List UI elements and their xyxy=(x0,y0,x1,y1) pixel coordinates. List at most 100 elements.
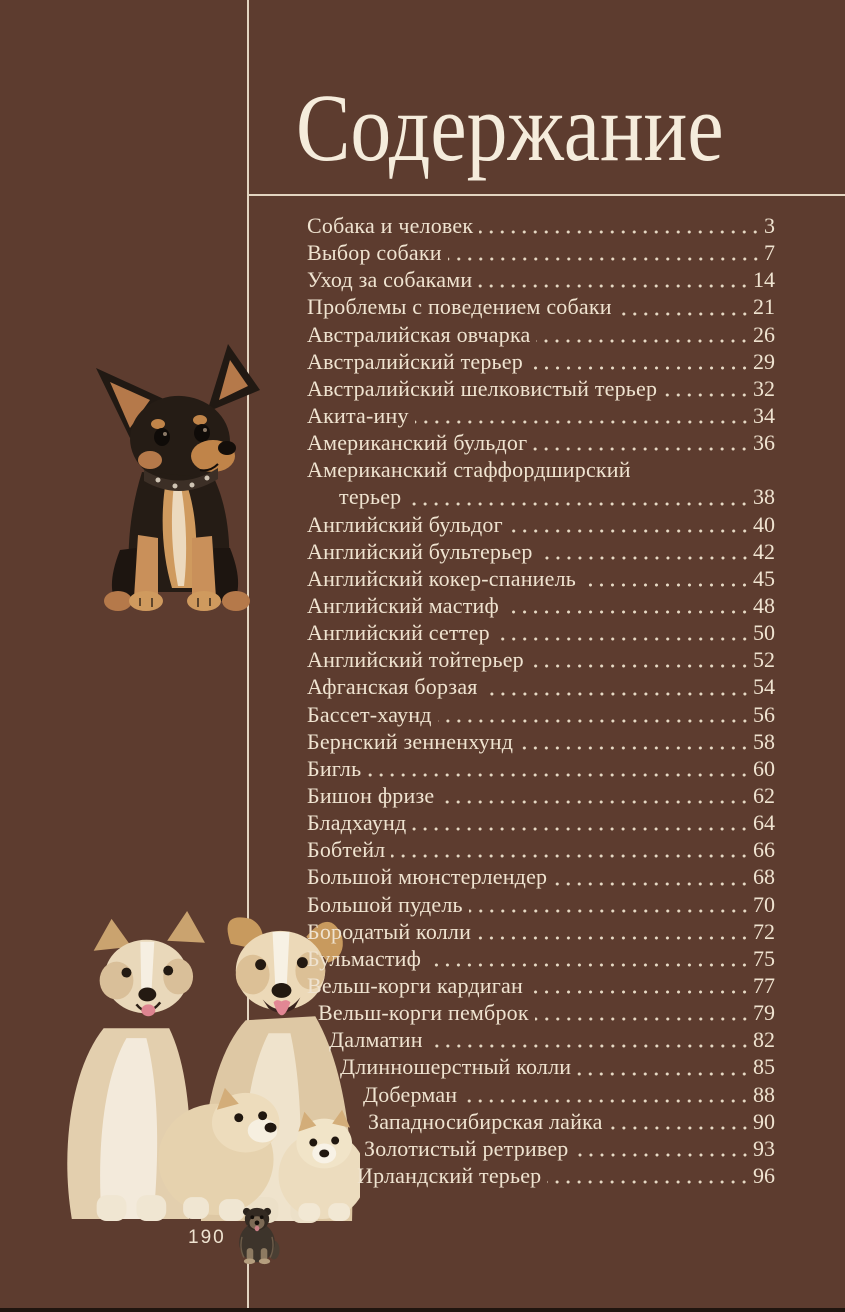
dot-leader-icon xyxy=(577,1071,750,1076)
dot-leader-icon xyxy=(367,772,750,777)
toc-entry-label: Длинношерстный колли xyxy=(340,1054,572,1080)
toc-entry-page: 96 xyxy=(753,1162,775,1188)
toc-entry-page: 3 xyxy=(764,213,775,238)
horizontal-rule xyxy=(247,194,845,196)
toc-entry-page: 32 xyxy=(753,375,775,401)
toc-entry-label: Бульмастиф xyxy=(307,945,422,971)
dot-leader-icon xyxy=(529,664,750,669)
toc-entry-label: Собака и человек xyxy=(307,213,474,238)
toc-entry-label: Английский мастиф xyxy=(307,592,499,618)
dot-leader-icon xyxy=(534,1017,750,1022)
toc-entry-label: Австралийский шелковистый терьер xyxy=(307,375,658,401)
toc-entry-label: Проблемы с поведением собаки xyxy=(307,294,612,320)
toc-entry-label: Английский тойтерьер xyxy=(307,647,524,673)
toc-entry-page: 38 xyxy=(753,484,775,510)
toc-entry-label: Далматин xyxy=(329,1027,423,1053)
toc-entry-label: Доберман xyxy=(363,1081,458,1107)
toc-entry-page: 45 xyxy=(753,565,775,591)
toc-entry: Далматин 82 xyxy=(307,1026,775,1053)
toc-entry: Австралийский терьер 29 xyxy=(307,348,775,375)
toc-entry-page: 82 xyxy=(753,1027,775,1053)
dot-leader-icon xyxy=(477,935,750,940)
toc-entry-label: Акита-ину xyxy=(307,402,409,428)
toc-entry: Бульмастиф 75 xyxy=(307,945,775,972)
dog-family-photo-icon xyxy=(67,910,360,1223)
toc-entry-label: Большой мюнстерлендер xyxy=(307,864,548,890)
toc-entry-page: 85 xyxy=(753,1054,775,1080)
toc-entry-label: Английский бультерьер xyxy=(307,538,533,564)
toc-entry-label: Английский бульдог xyxy=(307,511,503,537)
dot-leader-icon xyxy=(427,962,750,967)
toc-entry-label: Английский сеттер xyxy=(307,620,490,646)
toc-entry-label: терьер xyxy=(339,484,402,510)
toc-entry-page: 79 xyxy=(753,1000,775,1026)
toc-entry-label: Большой пудель xyxy=(307,891,463,917)
dot-leader-icon xyxy=(440,800,750,805)
toc-entry-page: 75 xyxy=(753,945,775,971)
toc-entry-page: 56 xyxy=(753,701,775,727)
toc-entry-page: 64 xyxy=(753,810,775,836)
dot-leader-icon xyxy=(536,338,750,343)
toc-entry: Собака и человек 3 xyxy=(307,212,775,239)
toc-entry-label: Бигль xyxy=(307,755,362,781)
toc-entry-page: 54 xyxy=(753,674,775,700)
toc-entry-page: 66 xyxy=(753,837,775,863)
dot-leader-icon xyxy=(508,528,750,533)
toc-entry: Австралийский шелковистый терьер 32 xyxy=(307,375,775,402)
toc-entry: Проблемы с поведением собаки 21 xyxy=(307,293,775,320)
toc-entry: Американский стаффордширский xyxy=(307,456,775,483)
toc-entry-page: 70 xyxy=(753,891,775,917)
toc-entry: Бишон фризе 62 xyxy=(307,782,775,809)
dot-leader-icon xyxy=(547,1180,750,1185)
toc-entry-page: 58 xyxy=(753,728,775,754)
page-number: 190 xyxy=(188,1227,226,1248)
small-dog-photo-icon xyxy=(239,1207,280,1265)
toc-entry-label: Австралийская овчарка xyxy=(307,321,531,347)
dot-leader-icon xyxy=(538,555,750,560)
toc-entry-page: 40 xyxy=(753,511,775,537)
toc-entry: Английский сеттер 50 xyxy=(307,619,775,646)
toc-entry-label: Американский бульдог xyxy=(307,430,528,456)
dot-leader-icon xyxy=(478,284,750,289)
table-of-contents: Собака и человек 3 Выбор собаки 7 Уход з… xyxy=(307,212,775,1189)
dot-leader-icon xyxy=(663,392,750,397)
dot-leader-icon xyxy=(528,990,750,995)
toc-entry-page: 68 xyxy=(753,864,775,890)
toc-entry-label: Вельш-корги пемброк xyxy=(318,1000,529,1026)
toc-entry-page: 48 xyxy=(753,592,775,618)
toc-entry: Английский бульдог 40 xyxy=(307,511,775,538)
dot-leader-icon xyxy=(574,1152,750,1157)
dot-leader-icon xyxy=(608,1125,750,1130)
dot-leader-icon xyxy=(479,230,761,235)
vertical-rule xyxy=(247,0,249,1308)
dot-leader-icon xyxy=(414,420,750,425)
toc-entry-label: Вельш-корги кардиган xyxy=(307,972,523,998)
dot-leader-icon xyxy=(391,854,750,859)
dot-leader-icon xyxy=(617,311,750,316)
toc-entry-label: Бородатый колли xyxy=(307,918,472,944)
toc-entry: Большой пудель 70 xyxy=(307,891,775,918)
toc-entry: Доберман 88 xyxy=(307,1081,775,1108)
dot-leader-icon xyxy=(519,745,750,750)
dot-leader-icon xyxy=(428,1044,750,1049)
toc-entry-label: Английский кокер-спаниель xyxy=(307,565,577,591)
toc-entry: Афганская борзая 54 xyxy=(307,673,775,700)
toc-entry-label: Золотистый ретривер xyxy=(364,1135,569,1161)
dot-leader-icon xyxy=(533,447,750,452)
toc-entry: Вельш-корги пемброк 79 xyxy=(307,999,775,1026)
toc-entry-page: 90 xyxy=(753,1108,775,1134)
dot-leader-icon xyxy=(407,501,750,506)
dot-leader-icon xyxy=(463,1098,750,1103)
toc-entry-label: Западносибирская лайка xyxy=(368,1108,603,1134)
toc-entry-page: 77 xyxy=(753,972,775,998)
dot-leader-icon xyxy=(483,691,750,696)
toc-entry: Бобтейл 66 xyxy=(307,836,775,863)
toc-entry: Вельш-корги кардиган 77 xyxy=(307,972,775,999)
toc-entry-page: 14 xyxy=(753,267,775,293)
dot-leader-icon xyxy=(553,881,750,886)
toc-entry: Бладхаунд 64 xyxy=(307,809,775,836)
toc-entry: Западносибирская лайка 90 xyxy=(307,1108,775,1135)
toc-entry: Английский кокер-спаниель 45 xyxy=(307,565,775,592)
toc-entry-label: Выбор собаки xyxy=(307,240,442,266)
